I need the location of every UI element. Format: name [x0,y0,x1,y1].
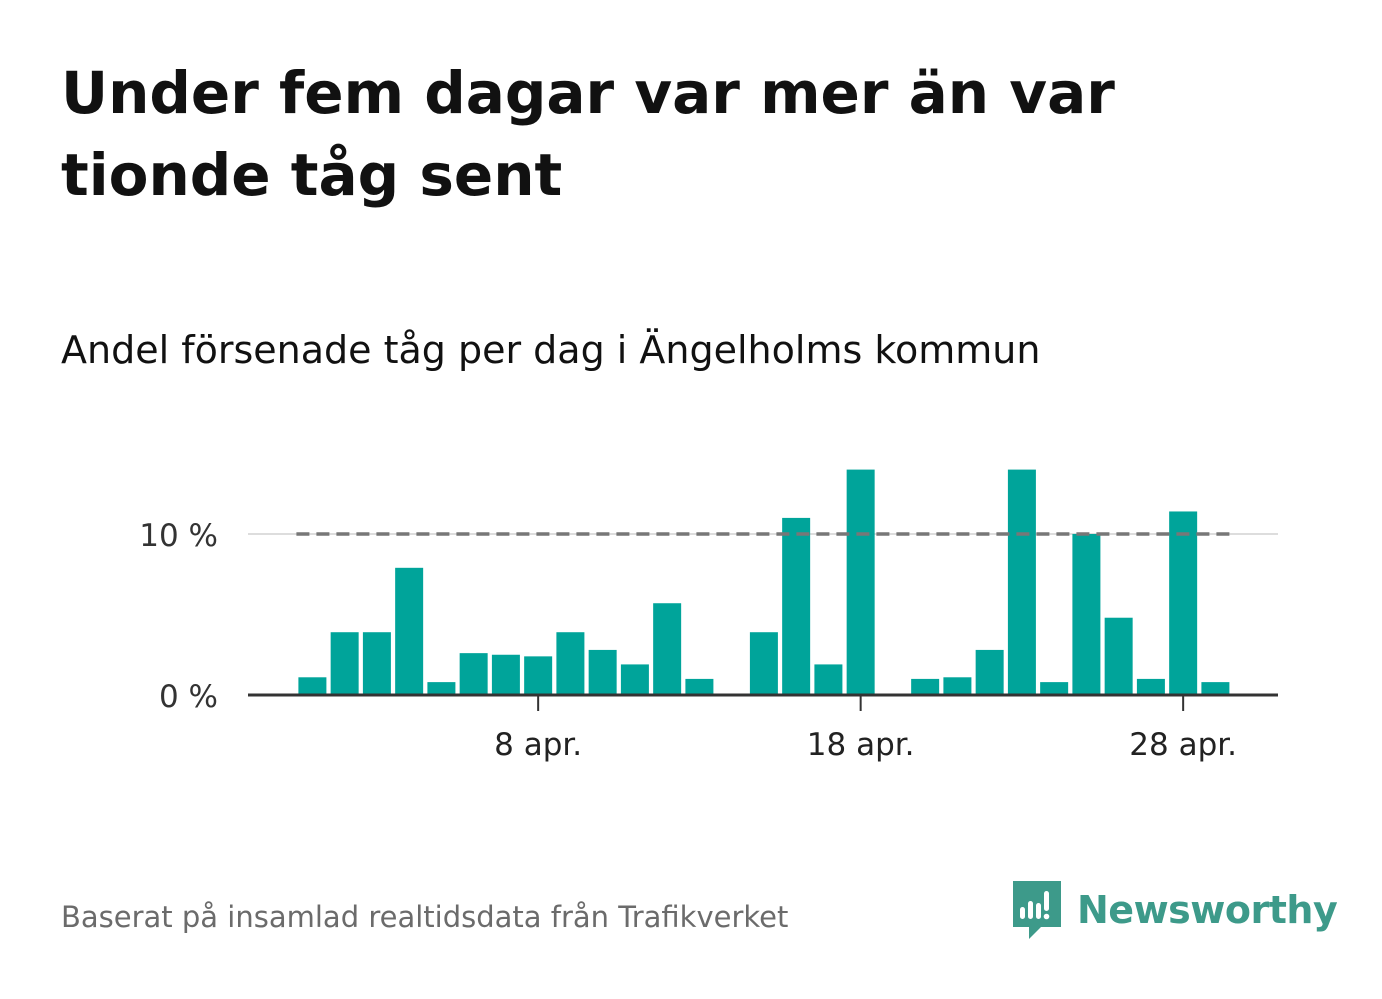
bar [620,664,649,695]
newsworthy-logo-icon [1013,881,1061,939]
bar [362,632,391,695]
bar [749,632,778,695]
bar [1169,511,1198,695]
bar [588,649,617,695]
bar [330,632,359,695]
y-tick-label: 10 % [139,518,218,554]
bar [1136,678,1165,695]
bar [1104,617,1133,695]
brand-logo: Newsworthy [1011,879,1338,941]
x-tick-label: 8 apr. [494,727,582,763]
bar [395,567,424,695]
bar [782,517,811,695]
chart-subtitle: Andel försenade tåg per dag i Ängelholms… [61,328,1041,372]
bar [524,656,553,695]
x-tick-label: 28 apr. [1129,727,1237,763]
y-tick-label: 0 % [159,679,218,715]
bar [943,677,972,695]
bar [1040,682,1069,695]
bar [1201,682,1230,695]
bar [653,603,682,695]
x-tick-label: 18 apr. [807,727,915,763]
bar [911,678,940,695]
bar [1072,534,1101,695]
bar [298,677,327,695]
bar [459,653,488,695]
bar [975,649,1004,695]
bar [1007,469,1036,695]
chart-headline: Under fem dagar var mer än var tionde tå… [61,59,1115,209]
bar [427,682,456,695]
bar [491,654,520,695]
bar [846,469,875,695]
brand-name: Newsworthy [1077,888,1338,932]
source-note: Baserat på insamlad realtidsdata från Tr… [61,900,789,934]
bar [814,664,843,695]
bar [556,632,585,695]
bar [685,678,714,695]
